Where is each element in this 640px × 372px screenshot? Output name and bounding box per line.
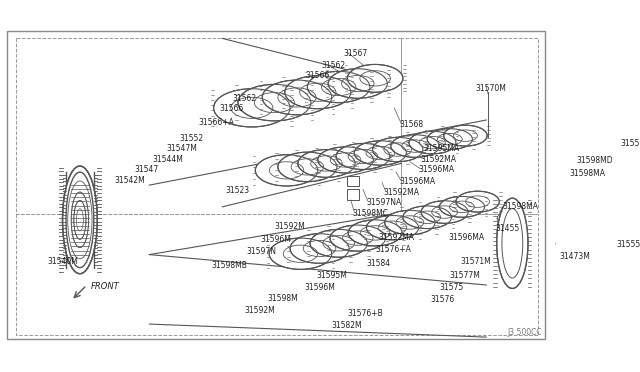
Ellipse shape <box>318 147 373 173</box>
Text: 31547M: 31547M <box>167 144 198 153</box>
Text: 31555P: 31555P <box>620 139 640 148</box>
Text: 31595M: 31595M <box>316 271 347 280</box>
Ellipse shape <box>214 89 290 127</box>
Ellipse shape <box>355 141 406 165</box>
Ellipse shape <box>391 135 440 157</box>
Ellipse shape <box>348 64 403 92</box>
Ellipse shape <box>262 80 332 115</box>
Ellipse shape <box>348 220 402 246</box>
Text: 31566: 31566 <box>306 71 330 80</box>
Text: 31592M: 31592M <box>275 222 305 231</box>
Text: 31592MA: 31592MA <box>379 233 415 242</box>
Ellipse shape <box>307 71 370 103</box>
Text: 31555P: 31555P <box>616 240 640 249</box>
Text: 31567: 31567 <box>343 49 367 58</box>
Text: 31598MC: 31598MC <box>353 209 388 218</box>
Text: 31570M: 31570M <box>476 84 507 93</box>
Text: 31596MA: 31596MA <box>399 177 436 186</box>
Text: 31598MD: 31598MD <box>577 157 613 166</box>
Text: 31540M: 31540M <box>48 257 79 266</box>
Text: 31566+A: 31566+A <box>198 118 234 127</box>
Ellipse shape <box>367 215 419 240</box>
Ellipse shape <box>269 238 332 269</box>
Bar <box>348 176 360 186</box>
Text: 31562: 31562 <box>321 61 346 70</box>
Ellipse shape <box>278 152 337 182</box>
Text: 31575: 31575 <box>440 283 463 292</box>
Text: 31568: 31568 <box>399 120 424 129</box>
Text: 31596M: 31596M <box>304 283 335 292</box>
Ellipse shape <box>409 131 456 154</box>
Ellipse shape <box>421 201 468 223</box>
Ellipse shape <box>403 206 452 228</box>
Text: 31592MA: 31592MA <box>420 155 456 164</box>
Text: 31571M: 31571M <box>460 257 491 266</box>
Ellipse shape <box>456 191 499 212</box>
Ellipse shape <box>298 150 355 177</box>
Ellipse shape <box>568 196 599 248</box>
Text: 31576: 31576 <box>431 295 455 304</box>
Ellipse shape <box>444 125 487 146</box>
Text: 31576+A: 31576+A <box>375 245 411 254</box>
Text: 31595MA: 31595MA <box>424 144 460 153</box>
Ellipse shape <box>255 155 318 186</box>
Ellipse shape <box>566 153 601 212</box>
Text: 31455: 31455 <box>495 224 519 233</box>
Text: 31552: 31552 <box>180 134 204 143</box>
Text: 31596MA: 31596MA <box>419 165 454 174</box>
Ellipse shape <box>328 69 387 98</box>
Ellipse shape <box>63 166 97 274</box>
Ellipse shape <box>385 210 435 235</box>
Text: 31592MA: 31592MA <box>384 188 420 197</box>
Text: 31596MA: 31596MA <box>448 233 484 242</box>
Text: 31598MB: 31598MB <box>212 261 248 270</box>
Text: J3 500CC: J3 500CC <box>508 328 542 337</box>
Ellipse shape <box>330 225 385 251</box>
Text: 31597N: 31597N <box>246 247 276 256</box>
Ellipse shape <box>372 137 423 162</box>
Text: 31598M: 31598M <box>268 294 298 303</box>
Text: 31598MA: 31598MA <box>570 169 605 178</box>
Text: 31596M: 31596M <box>260 235 291 244</box>
Text: 31542M: 31542M <box>115 176 145 185</box>
Text: 31562: 31562 <box>233 94 257 103</box>
Ellipse shape <box>336 144 390 170</box>
Text: 31592M: 31592M <box>245 306 276 315</box>
Text: 31582M: 31582M <box>332 321 362 330</box>
Ellipse shape <box>440 196 484 217</box>
Text: 31598MA: 31598MA <box>502 202 538 211</box>
Text: 31523: 31523 <box>226 186 250 195</box>
Text: 31566: 31566 <box>220 105 244 113</box>
Text: 31584: 31584 <box>367 259 390 268</box>
Bar <box>348 189 360 200</box>
Ellipse shape <box>428 129 472 150</box>
Ellipse shape <box>238 84 311 121</box>
Text: 31547: 31547 <box>134 165 159 174</box>
Text: 31577M: 31577M <box>450 271 481 280</box>
Text: 31597NA: 31597NA <box>367 198 402 207</box>
Text: 31544M: 31544M <box>153 155 184 164</box>
Ellipse shape <box>285 76 351 109</box>
Ellipse shape <box>290 234 349 263</box>
Ellipse shape <box>310 230 367 257</box>
Ellipse shape <box>497 198 528 288</box>
Ellipse shape <box>66 172 94 267</box>
Text: 31576+B: 31576+B <box>348 309 383 318</box>
Text: FRONT: FRONT <box>90 282 119 291</box>
Text: 31473M: 31473M <box>559 252 590 261</box>
